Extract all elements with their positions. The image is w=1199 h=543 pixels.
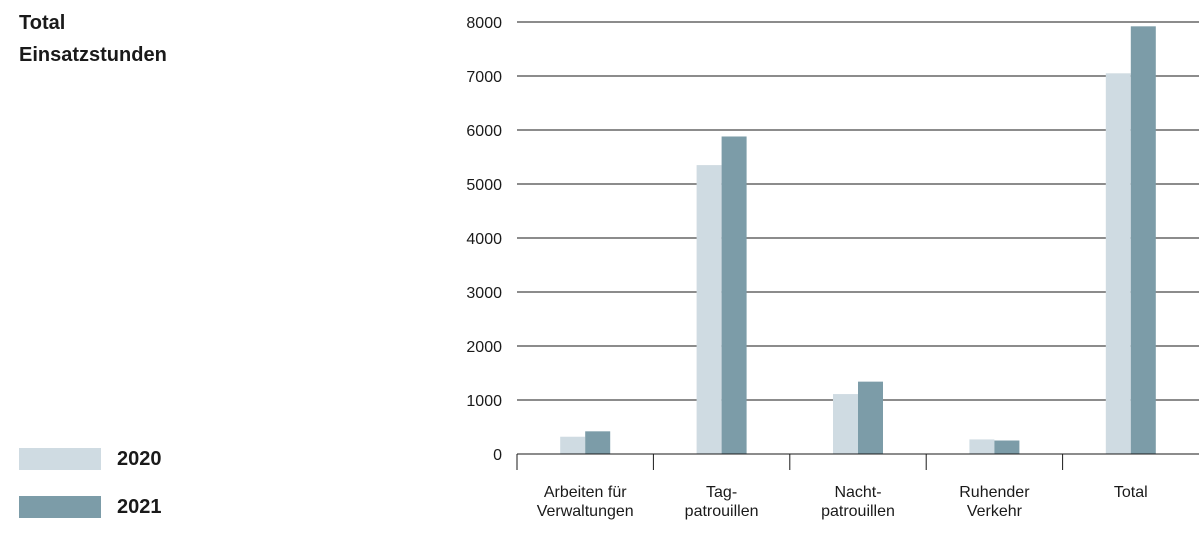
bar-2020-1 bbox=[696, 165, 722, 454]
x-tick-label-1: Tag-patrouillen bbox=[685, 484, 759, 520]
y-tick-label-1000: 1000 bbox=[466, 393, 502, 410]
x-tick-label-3: Ruhender Verkehr bbox=[959, 484, 1030, 520]
bar-2021-4 bbox=[1130, 26, 1156, 454]
y-tick-label-8000: 8000 bbox=[466, 15, 502, 32]
x-axis: Arbeiten für Verwaltungen Tag-patrouillen N… bbox=[516, 453, 1199, 520]
x-tick-label-4: Total bbox=[1114, 484, 1148, 501]
bar-2020-2 bbox=[833, 394, 858, 454]
legend-swatch-2021 bbox=[19, 496, 101, 518]
y-tick-label-7000: 7000 bbox=[466, 69, 502, 86]
y-tick-label-6000: 6000 bbox=[466, 123, 502, 140]
bar-2020-4 bbox=[1105, 73, 1131, 455]
bar-2021-0 bbox=[585, 431, 611, 454]
legend-label-2020: 2020 bbox=[117, 447, 162, 470]
gridlines bbox=[517, 21, 1199, 401]
chart-title: Total Einsatzstunden bbox=[19, 7, 167, 71]
bar-2020-3 bbox=[969, 439, 995, 454]
legend-swatch-2020 bbox=[19, 448, 101, 470]
bar-2021-3 bbox=[994, 440, 1020, 454]
y-tick-label-5000: 5000 bbox=[466, 177, 502, 194]
x-tick-label-2: Nacht-patrouillen bbox=[821, 484, 895, 520]
y-axis-ticks: 0 1000 2000 3000 4000 5000 6000 7000 8000 bbox=[466, 15, 502, 464]
legend-item-2020: 2020 bbox=[19, 447, 162, 471]
bar-2021-2 bbox=[858, 381, 883, 454]
y-tick-label-2000: 2000 bbox=[466, 339, 502, 356]
x-tick-label-0: Arbeiten für Verwaltungen bbox=[537, 484, 634, 520]
chart-title-line-1: Total bbox=[19, 12, 66, 34]
legend-item-2021: 2021 bbox=[19, 495, 162, 519]
legend-label-2021: 2021 bbox=[117, 495, 162, 518]
y-tick-label-0: 0 bbox=[493, 447, 502, 464]
legend: 2020 2021 bbox=[19, 447, 162, 543]
bars bbox=[560, 26, 1156, 455]
bar-2021-1 bbox=[721, 136, 747, 455]
bar-2020-0 bbox=[560, 436, 586, 454]
bar-chart: 0 1000 2000 3000 4000 5000 6000 7000 8000 Arbeit… bbox=[466, 15, 1199, 520]
chart-title-line-2: Einsatzstunden bbox=[19, 44, 167, 66]
y-tick-label-3000: 3000 bbox=[466, 285, 502, 302]
y-tick-label-4000: 4000 bbox=[466, 231, 502, 248]
